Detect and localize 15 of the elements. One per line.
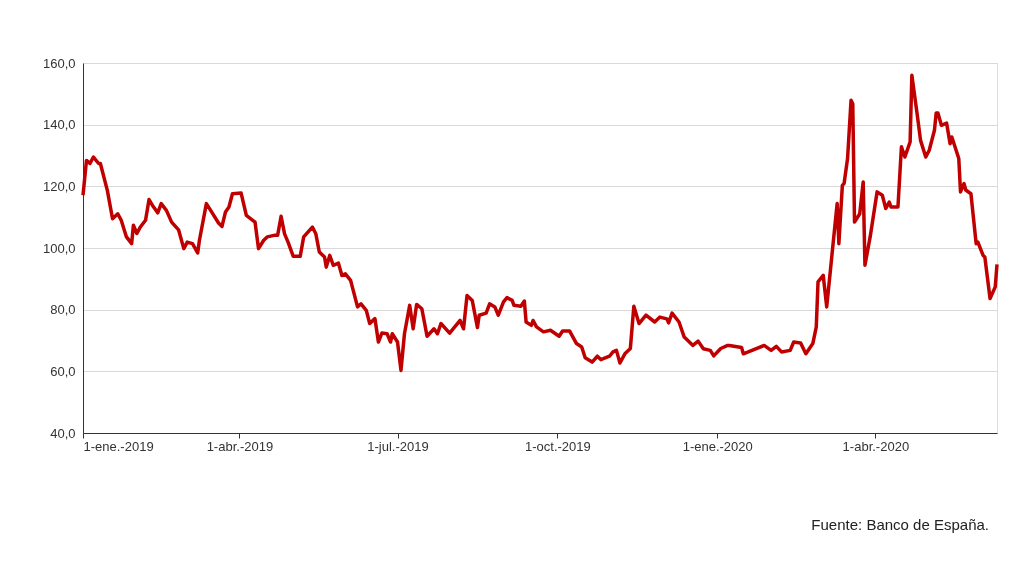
y-tick-label: 100,0 [42, 240, 76, 256]
source-note: Fuente: Banco de España. [811, 516, 989, 533]
y-tick-label: 80,0 [50, 302, 76, 318]
x-tick-label: 1-jul.-2019 [367, 438, 429, 454]
x-tick-label: 1-ene.-2019 [83, 438, 154, 454]
y-tick-label: 160,0 [42, 55, 76, 71]
x-tick-label: 1-oct.-2019 [524, 438, 591, 454]
x-tick-label: 1-abr.-2020 [842, 438, 910, 454]
line-series [81, 73, 999, 373]
y-tick-label: 40,0 [50, 425, 76, 441]
x-tick-label: 1-ene.-2020 [682, 438, 753, 454]
y-tick-label: 60,0 [50, 363, 76, 379]
x-tick-label: 1-abr.-2019 [206, 438, 274, 454]
y-tick-label: 140,0 [42, 117, 76, 133]
y-tick-label: 120,0 [42, 178, 76, 194]
